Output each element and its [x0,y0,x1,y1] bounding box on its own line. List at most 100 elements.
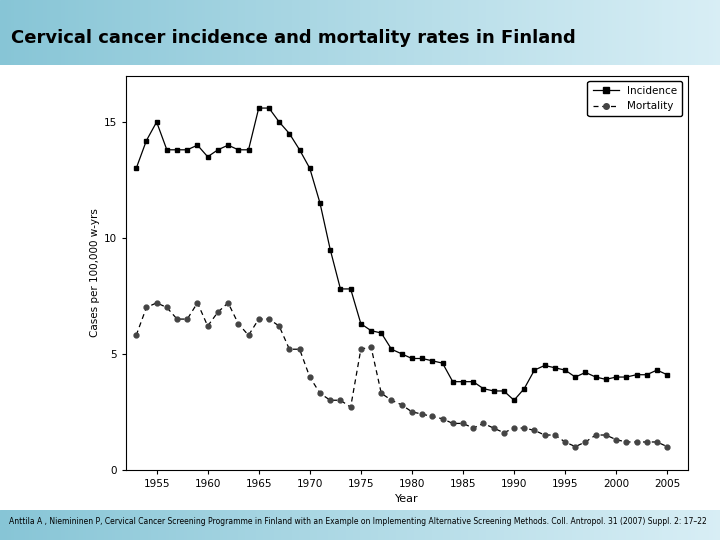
Bar [310,510,313,540]
Bar [79,0,83,65]
Bar [432,510,436,540]
Bar [515,0,518,65]
Bar [65,0,68,65]
Bar [277,510,281,540]
Bar [18,0,22,65]
Bar [533,510,536,540]
Bar [256,510,259,540]
Bar [414,0,418,65]
Bar [72,0,76,65]
Bar [313,0,317,65]
Bar [338,510,342,540]
Bar [29,0,32,65]
Bar [623,0,626,65]
Bar [691,510,695,540]
Bar [101,0,104,65]
Bar [191,0,194,65]
Bar [328,510,331,540]
Bar [655,0,659,65]
Bar [112,0,115,65]
Bar [486,510,490,540]
Bar [248,0,252,65]
Bar [396,0,400,65]
Bar [173,510,176,540]
Bar [652,0,655,65]
Bar [263,0,266,65]
Bar [468,510,472,540]
Bar [194,510,198,540]
Bar [601,0,605,65]
Bar [673,510,677,540]
Bar [446,510,450,540]
Bar [112,510,115,540]
Bar [461,510,464,540]
Bar [508,0,511,65]
Bar [122,0,126,65]
Bar [536,510,540,540]
Bar [14,0,18,65]
Bar [65,510,68,540]
Bar [7,510,11,540]
Bar [212,510,216,540]
Bar [508,510,511,540]
Bar [216,510,220,540]
Bar [482,0,486,65]
Bar [626,510,630,540]
Bar [630,510,634,540]
Bar [374,0,378,65]
Bar [22,510,25,540]
Bar [11,510,14,540]
Bar [338,0,342,65]
Bar [698,510,702,540]
Bar [144,510,148,540]
Mortality [459,420,467,427]
Bar [490,510,493,540]
Bar [86,0,90,65]
Incidence [479,386,487,392]
Bar [702,510,706,540]
Bar [104,510,108,540]
Bar [572,510,576,540]
Bar [61,0,65,65]
Bar [695,510,698,540]
Bar [292,0,295,65]
Bar [565,0,569,65]
Bar [205,510,209,540]
Bar [32,510,36,540]
Bar [43,0,47,65]
Bar [522,510,526,540]
Bar [187,510,191,540]
Bar [72,510,76,540]
Bar [54,0,58,65]
Bar [324,0,328,65]
Bar [392,0,396,65]
Bar [637,510,641,540]
Bar [173,0,176,65]
Bar [637,0,641,65]
Mortality [449,420,457,427]
Bar [360,510,364,540]
Bar [198,0,202,65]
Bar [122,510,126,540]
Bar [659,510,662,540]
Bar [184,510,187,540]
Bar [562,0,565,65]
Bar [572,0,576,65]
Bar [248,510,252,540]
Bar [90,0,94,65]
Bar [443,510,446,540]
Bar [151,0,155,65]
Bar [230,0,234,65]
Bar [54,510,58,540]
Bar [493,510,497,540]
Bar [486,0,490,65]
Bar [688,510,691,540]
Bar [385,0,389,65]
Bar [410,510,414,540]
Bar [234,510,238,540]
Bar [587,0,590,65]
Bar [554,0,558,65]
Bar [324,510,328,540]
Bar [659,0,662,65]
Bar [115,510,119,540]
